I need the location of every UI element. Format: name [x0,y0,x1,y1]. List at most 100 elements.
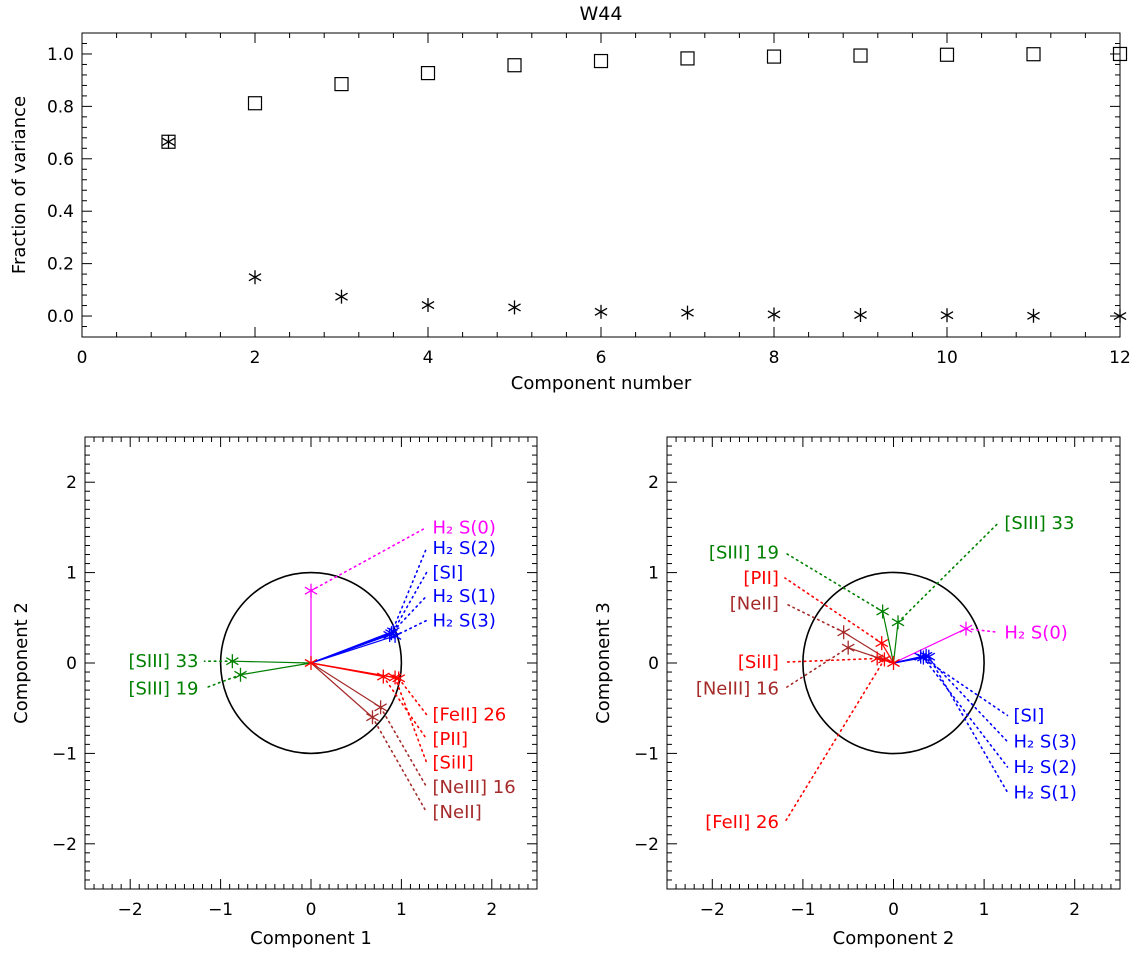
y-tick-label: 0.2 [47,255,74,275]
label-connector [379,706,428,788]
y-tick-label: 0.8 [47,97,74,117]
loading-vector [240,662,312,676]
x-tick-label: 2 [1069,900,1080,920]
loading-point [304,583,318,598]
variance-point [1027,308,1040,323]
label-connector [203,673,242,690]
label-connector [919,655,1009,717]
x-tick-label: 1 [979,900,990,920]
line-label: H₂ S(3) [433,611,496,632]
line-label: H₂ S(0) [433,517,496,538]
y-axis-label: Fraction of variance [9,96,30,274]
y-tick-label: 1 [66,564,77,584]
label-connector [392,571,428,633]
variance-point [162,134,175,149]
x-tick-label: 8 [769,348,780,368]
label-connector [394,676,428,764]
line-label: [SIII] 19 [128,678,198,699]
loading-point [878,652,891,667]
x-tick-label: −1 [790,900,815,920]
loading-vector [232,660,312,664]
line-label: [FeII] 26 [705,812,779,833]
y-tick-label: 2 [66,473,77,493]
loading-point [922,649,936,664]
line-label: [NeII] [433,802,482,823]
unit-circle [802,571,985,755]
x-tick-label: 0 [306,900,317,920]
cumulative-variance-point [507,58,522,73]
line-label: H₂ S(1) [433,586,496,607]
loading-point [225,654,239,669]
y-axis-label: Component 2 [11,602,32,724]
line-label: H₂ S(2) [433,538,496,559]
line-label: [SiII] [433,752,474,773]
loading-point [875,636,889,651]
cumulative-variance-point [1026,47,1041,62]
label-connector [965,627,1000,634]
origin-point [304,656,318,670]
cumulative-variance-point [680,51,695,66]
label-connector [922,656,1009,768]
loading-vector [892,622,899,664]
x-tick-label: 1 [396,900,407,920]
loading-point [374,700,387,715]
line-label: [NeIII] 16 [696,678,779,699]
line-label: [SiII] [738,652,779,673]
variance-point [940,308,954,323]
cumulative-variance-point [420,65,436,81]
y-tick-label: −1 [634,744,659,764]
line-label: [PII] [433,729,469,750]
loading-vector [881,642,895,664]
x-axis-label: Component 1 [250,928,372,949]
line-label: [FeII] 26 [433,705,507,726]
loading-point [388,628,402,643]
label-connector [397,677,428,716]
loading-vector [843,631,894,664]
cumulative-variance-point [766,49,782,64]
cumulative-variance-point [1112,46,1128,62]
cumulative-variance-point [939,47,955,62]
x-tick-label: 6 [596,348,607,368]
loading-point [841,640,855,655]
variance-plot: 0 2 4 6 8 10 12 0.0 0.2 0.4 0.6 0.8 1.0 W44 Component … [9,3,1131,394]
y-tick-label: −2 [634,835,659,855]
y-tick-label: 1 [648,564,659,584]
y-tick-label: 0 [648,654,659,674]
y-tick-label: 0.4 [47,202,74,222]
label-connector [371,716,428,813]
variance-point [421,298,435,313]
label-connector [382,675,428,740]
y-tick-label: −2 [52,835,77,855]
line-label: [SI] [1013,705,1044,726]
x-tick-label: 4 [423,348,434,368]
loading-vector [310,635,396,664]
label-connector [310,526,428,592]
x-tick-label: 0 [888,900,899,920]
label-connector [784,658,886,823]
component-1-2-plot: −2 −1 0 1 2 −2 −1 0 1 2 Component 1 Component 2 H₂ S… [11,436,538,949]
y-tick-label: 0.0 [47,307,74,327]
variance-point [681,305,694,320]
x-tick-label: 2 [486,900,497,920]
y-tick-label: 0.6 [47,150,74,170]
label-connector [925,654,1009,743]
loading-vector [882,611,895,664]
label-connector [784,646,850,690]
loading-vector [310,662,373,718]
label-connector [784,602,845,634]
loading-vector [310,662,381,708]
x-axis-label: Component number [511,373,692,394]
loading-point [837,625,851,640]
line-label: [SIII] 19 [709,543,779,564]
line-label: [SI] [433,563,464,584]
plot-frame [81,32,1121,338]
line-label: [NeIII] 16 [433,777,516,798]
x-tick-label: −1 [208,900,233,920]
loading-vector [893,628,967,664]
variance-point [248,270,262,285]
line-label: H₂ S(1) [1013,782,1076,803]
loading-vector [310,662,396,679]
line-label: H₂ S(0) [1004,622,1067,643]
variance-point [1113,309,1127,324]
